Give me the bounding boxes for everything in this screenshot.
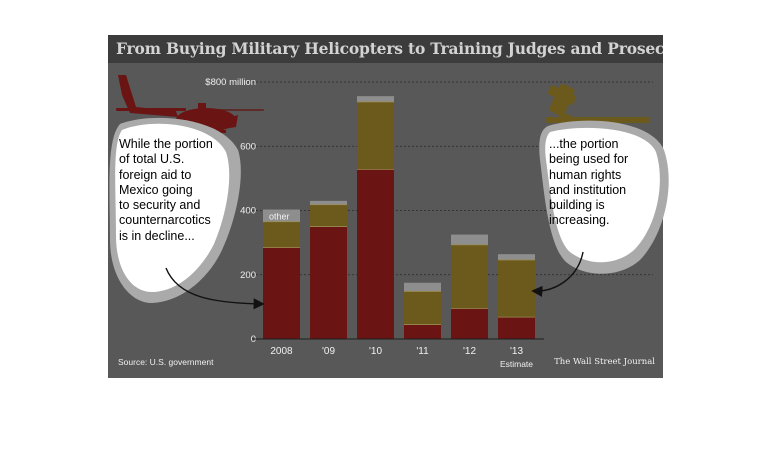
- left-annotation-line: to security and: [119, 198, 201, 213]
- left-annotation-line: of total U.S.: [119, 152, 185, 167]
- left-annotation-line: is in decline...: [119, 228, 195, 243]
- x-tick-label: '13: [510, 346, 523, 357]
- bars: other: [263, 96, 535, 339]
- bar-segment-security: [263, 247, 300, 339]
- bar-segment-human-rights: [357, 101, 394, 170]
- left-annotation-line: counternarcotics: [119, 213, 211, 228]
- bar-segment-human-rights: [498, 259, 535, 318]
- bar-segment-other: [404, 282, 441, 292]
- bar-segment-security: [498, 317, 535, 339]
- series-label-other: other: [269, 212, 290, 222]
- right-annotation-line: increasing.: [549, 213, 610, 228]
- bar-segment-human-rights: [451, 244, 488, 309]
- x-tick-label: '12: [463, 346, 476, 357]
- bar-segment-other: [357, 96, 394, 102]
- y-tick-label: 400: [240, 206, 256, 217]
- bar-segment-other: [498, 254, 535, 260]
- gavel-icon: [546, 84, 650, 125]
- bar-segment-human-rights: [404, 291, 441, 325]
- y-tick-label: 200: [240, 270, 256, 281]
- bar-segment-security: [451, 308, 488, 339]
- right-annotation-line: being used for: [549, 152, 629, 167]
- bar-segment-security: [404, 324, 441, 339]
- bar-segment-other: [310, 200, 347, 205]
- source-note: Source: U.S. government: [118, 357, 214, 367]
- right-annotation-text: ...the portion being used for human righ…: [549, 137, 649, 229]
- y-tick-label: 600: [240, 141, 256, 152]
- x-tick-label: 2008: [270, 346, 293, 357]
- bar-segment-human-rights: [263, 221, 300, 248]
- title-bar: From Buying Military Helicopters to Trai…: [108, 35, 663, 63]
- bar-segment-other: [451, 234, 488, 245]
- right-annotation-line: human rights: [549, 167, 622, 182]
- chart-plot: 0200400600$800 million other 2008'09'10'…: [116, 75, 653, 369]
- chart-title: From Buying Military Helicopters to Trai…: [116, 39, 663, 58]
- x-tick-label: '11: [416, 346, 429, 357]
- left-annotation-line: While the portion: [119, 137, 213, 151]
- left-annotation-text: While the portion of total U.S. foreign …: [119, 137, 231, 244]
- left-annotation-line: foreign aid to: [119, 167, 192, 182]
- x-tick-label: '10: [369, 346, 382, 357]
- bar-segment-other: [263, 209, 300, 222]
- x-tick-sublabel: Estimate: [500, 359, 533, 369]
- x-tick-label: '09: [322, 346, 335, 357]
- right-annotation-line: building is: [549, 198, 605, 213]
- axes: 2008 '09 '10 '11 '12 '13 Estimate: [252, 338, 544, 369]
- bar-segment-human-rights: [310, 204, 347, 227]
- bar-segment-security: [357, 169, 394, 339]
- right-annotation-line: and institution: [549, 182, 627, 197]
- bar-segment-security: [310, 226, 347, 339]
- left-annotation-line: Mexico going: [119, 182, 193, 197]
- y-tick-label: $800 million: [205, 77, 256, 88]
- publisher-credit: The Wall Street Journal: [554, 357, 655, 367]
- right-annotation-line: ...the portion: [549, 137, 619, 151]
